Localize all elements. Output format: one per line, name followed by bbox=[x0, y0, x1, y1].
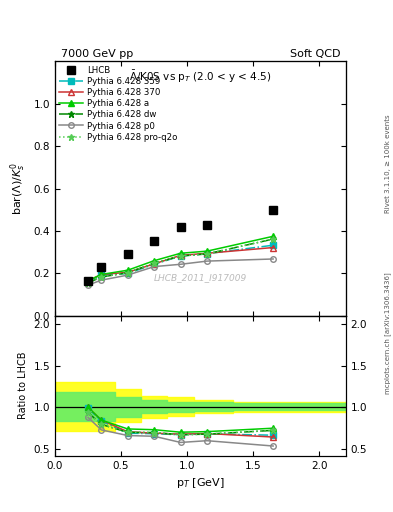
Line: LHCB: LHCB bbox=[84, 206, 277, 285]
Pythia 6.428 359 bbox=[205, 250, 209, 257]
Pythia 6.428 a bbox=[125, 267, 130, 273]
Pythia 6.428 dw bbox=[125, 270, 130, 276]
Pythia 6.428 359 bbox=[271, 242, 275, 248]
Line: Pythia 6.428 dw: Pythia 6.428 dw bbox=[84, 236, 277, 286]
Legend: LHCB, Pythia 6.428 359, Pythia 6.428 370, Pythia 6.428 a, Pythia 6.428 dw, Pythi: LHCB, Pythia 6.428 359, Pythia 6.428 370… bbox=[58, 64, 179, 143]
Pythia 6.428 p0 bbox=[152, 264, 156, 270]
Text: 7000 GeV pp: 7000 GeV pp bbox=[61, 49, 133, 59]
Pythia 6.428 dw bbox=[86, 280, 90, 286]
Pythia 6.428 a bbox=[271, 233, 275, 240]
Line: Pythia 6.428 p0: Pythia 6.428 p0 bbox=[85, 256, 276, 288]
Pythia 6.428 a bbox=[99, 271, 104, 278]
Text: Rivet 3.1.10, ≥ 100k events: Rivet 3.1.10, ≥ 100k events bbox=[385, 115, 391, 213]
Pythia 6.428 a bbox=[178, 250, 183, 257]
Pythia 6.428 pro-q2o bbox=[205, 251, 209, 257]
Pythia 6.428 pro-q2o bbox=[86, 280, 90, 286]
Pythia 6.428 pro-q2o bbox=[125, 270, 130, 276]
X-axis label: p$_T$ [GeV]: p$_T$ [GeV] bbox=[176, 476, 225, 490]
Text: LHCB_2011_I917009: LHCB_2011_I917009 bbox=[154, 273, 247, 282]
Text: mcplots.cern.ch [arXiv:1306.3436]: mcplots.cern.ch [arXiv:1306.3436] bbox=[384, 272, 391, 394]
Pythia 6.428 370 bbox=[152, 261, 156, 267]
Pythia 6.428 370 bbox=[271, 244, 275, 250]
LHCB bbox=[86, 278, 90, 284]
Text: $\bar{\Lambda}$/K0S vs p$_{T}$ (2.0 < y < 4.5): $\bar{\Lambda}$/K0S vs p$_{T}$ (2.0 < y … bbox=[129, 69, 272, 85]
Pythia 6.428 pro-q2o bbox=[178, 253, 183, 259]
LHCB bbox=[99, 264, 104, 270]
LHCB bbox=[205, 222, 209, 228]
Pythia 6.428 a bbox=[86, 278, 90, 284]
Pythia 6.428 pro-q2o bbox=[271, 236, 275, 242]
Pythia 6.428 370 bbox=[99, 271, 104, 278]
Pythia 6.428 359 bbox=[178, 253, 183, 259]
Pythia 6.428 359 bbox=[152, 261, 156, 267]
LHCB bbox=[152, 238, 156, 244]
Pythia 6.428 dw bbox=[152, 260, 156, 266]
Pythia 6.428 pro-q2o bbox=[152, 260, 156, 266]
Pythia 6.428 dw bbox=[205, 251, 209, 257]
Line: Pythia 6.428 pro-q2o: Pythia 6.428 pro-q2o bbox=[84, 236, 277, 286]
Line: Pythia 6.428 359: Pythia 6.428 359 bbox=[85, 242, 276, 284]
LHCB bbox=[125, 251, 130, 258]
Pythia 6.428 a bbox=[205, 248, 209, 254]
Pythia 6.428 370 bbox=[125, 269, 130, 275]
Pythia 6.428 p0 bbox=[178, 261, 183, 267]
Pythia 6.428 370 bbox=[205, 250, 209, 257]
Pythia 6.428 359 bbox=[125, 270, 130, 276]
Pythia 6.428 p0 bbox=[205, 258, 209, 264]
Pythia 6.428 p0 bbox=[271, 256, 275, 262]
Pythia 6.428 370 bbox=[178, 252, 183, 259]
Line: Pythia 6.428 370: Pythia 6.428 370 bbox=[84, 244, 277, 284]
Pythia 6.428 359 bbox=[99, 272, 104, 278]
Text: Soft QCD: Soft QCD bbox=[290, 49, 340, 59]
Pythia 6.428 pro-q2o bbox=[99, 274, 104, 280]
Pythia 6.428 p0 bbox=[99, 277, 104, 283]
Pythia 6.428 dw bbox=[99, 274, 104, 280]
Pythia 6.428 370 bbox=[86, 278, 90, 284]
LHCB bbox=[271, 207, 275, 213]
LHCB bbox=[178, 224, 183, 230]
Pythia 6.428 a bbox=[152, 258, 156, 264]
Y-axis label: bar($\Lambda$)/$K_s^0$: bar($\Lambda$)/$K_s^0$ bbox=[9, 162, 28, 215]
Pythia 6.428 p0 bbox=[86, 282, 90, 288]
Y-axis label: Ratio to LHCB: Ratio to LHCB bbox=[18, 352, 28, 419]
Pythia 6.428 dw bbox=[271, 236, 275, 242]
Pythia 6.428 359 bbox=[86, 278, 90, 284]
Pythia 6.428 p0 bbox=[125, 272, 130, 278]
Pythia 6.428 dw bbox=[178, 253, 183, 259]
Line: Pythia 6.428 a: Pythia 6.428 a bbox=[84, 233, 277, 284]
